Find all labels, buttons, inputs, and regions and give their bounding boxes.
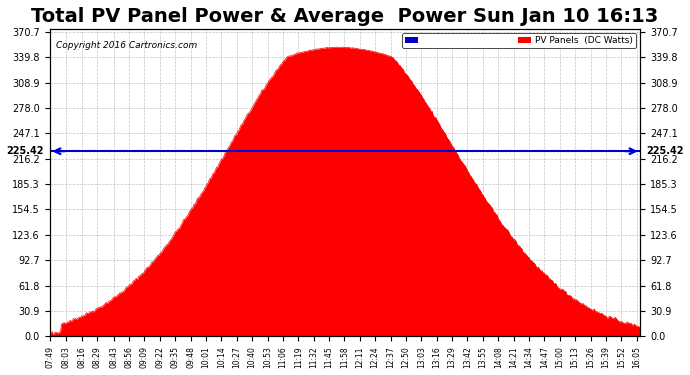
Text: Copyright 2016 Cartronics.com: Copyright 2016 Cartronics.com xyxy=(56,41,197,50)
Title: Total PV Panel Power & Average  Power Sun Jan 10 16:13: Total PV Panel Power & Average Power Sun… xyxy=(31,7,659,26)
Legend: Average  (DC Watts), PV Panels  (DC Watts): Average (DC Watts), PV Panels (DC Watts) xyxy=(402,33,635,48)
Text: 225.42: 225.42 xyxy=(646,146,684,156)
Text: 225.42: 225.42 xyxy=(6,146,44,156)
